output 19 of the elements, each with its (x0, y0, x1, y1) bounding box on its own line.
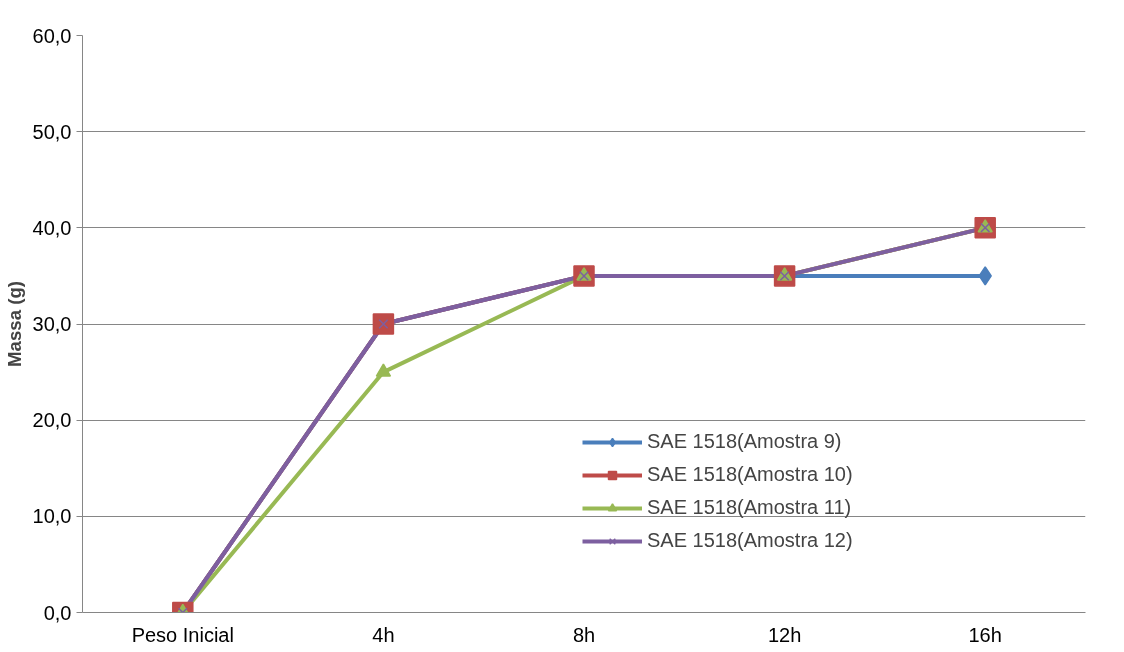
legend-label: SAE 1518(Amostra 10) (647, 463, 853, 486)
legend-label: SAE 1518(Amostra 11) (647, 496, 852, 519)
point (375, 363, 392, 377)
y-tick-label: 20,0 (32, 409, 72, 432)
legend-label: SAE 1518(Amostra 9) (647, 430, 842, 453)
y-axis-title: Massa (g) (3, 280, 25, 368)
y-tick-label: 30,0 (32, 313, 72, 335)
x-tick-label: 4h (372, 623, 395, 646)
y-tick-label: 0,0 (43, 601, 72, 624)
x-tick-label: Peso Inicial (131, 623, 234, 646)
y-tick-label: 10,0 (32, 505, 72, 528)
x-tick-label: 8h (572, 623, 596, 646)
y-tick-label: 60,0 (32, 24, 72, 47)
y-tick-label: 50,0 (32, 120, 72, 143)
x-tick-label: 16h (968, 623, 1002, 646)
y-tick-label: 40,0 (32, 216, 72, 239)
legend-label: SAE 1518(Amostra 12) (647, 529, 853, 552)
x-tick-label: 12h (767, 623, 802, 646)
point (372, 313, 395, 335)
